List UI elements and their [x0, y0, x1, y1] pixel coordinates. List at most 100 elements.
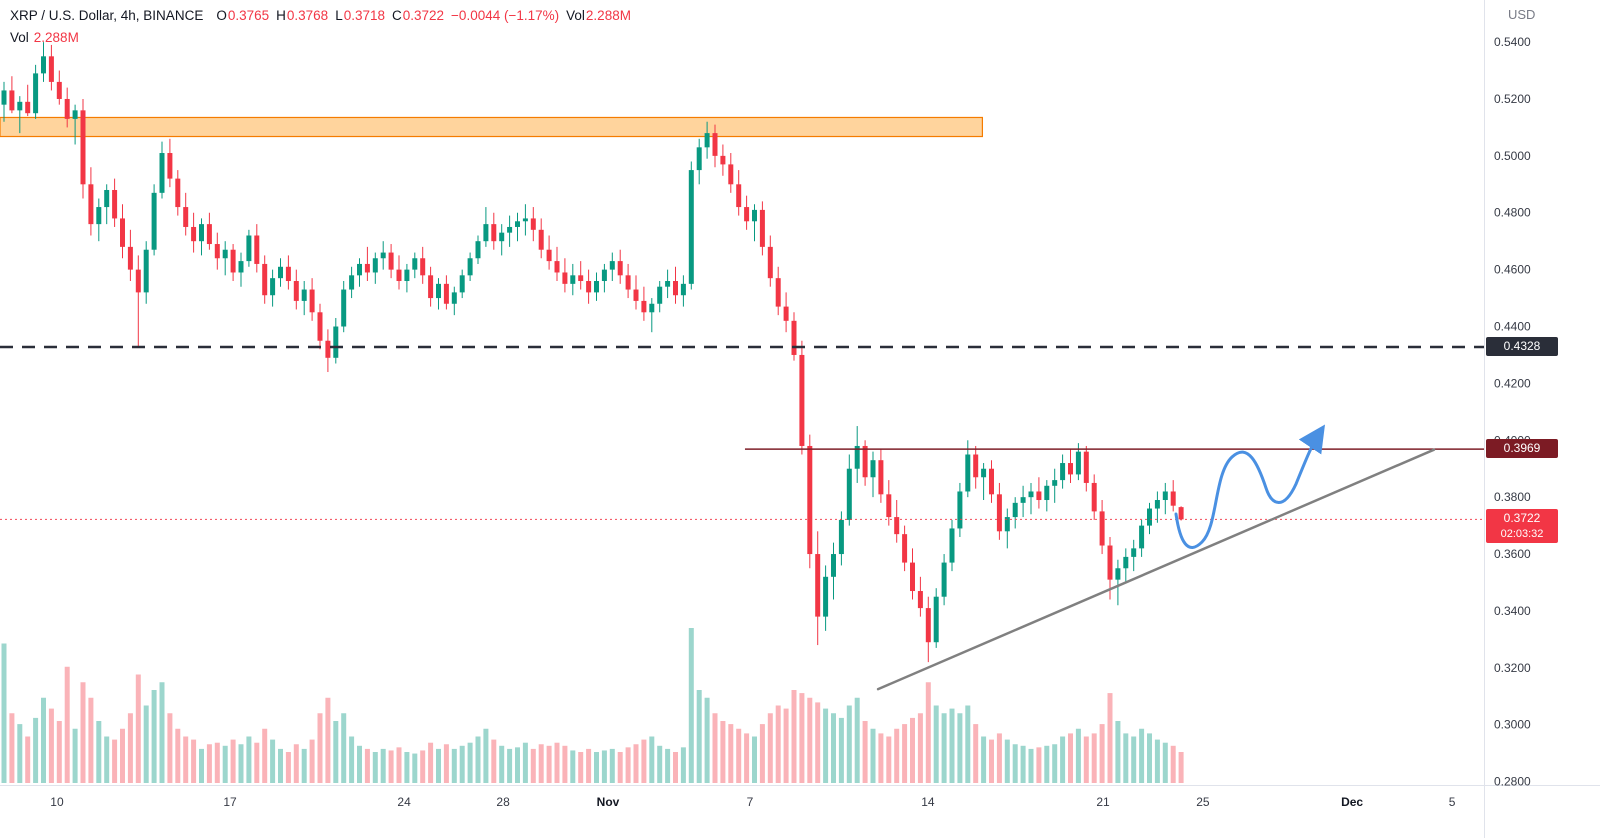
volume-bar: [293, 744, 299, 783]
candle-up: [72, 110, 78, 119]
volume-bar: [143, 705, 149, 783]
supply-zone-rect[interactable]: [0, 116, 984, 138]
volume-bar: [483, 728, 489, 783]
symbol-title[interactable]: XRP / U.S. Dollar, 4h, BINANCE: [10, 8, 204, 23]
candle-down: [815, 554, 821, 617]
candle-up: [1115, 568, 1121, 580]
candle-down: [309, 289, 315, 313]
candle-up: [33, 73, 39, 114]
candle-down: [1170, 491, 1176, 506]
vol-indicator-label[interactable]: Vol: [10, 30, 29, 45]
candle-down: [183, 207, 189, 227]
candle-down: [886, 494, 892, 518]
candle-up: [278, 266, 283, 279]
candle-down: [862, 445, 868, 478]
volume-bar: [1004, 739, 1010, 783]
candle-down: [112, 189, 118, 219]
volume-bar: [206, 744, 212, 783]
volume-bar: [554, 742, 560, 783]
candle-down: [744, 207, 750, 222]
candle-up: [665, 281, 671, 287]
volume-bar: [459, 745, 465, 783]
y-tick-label: 0.5200: [1494, 92, 1531, 106]
price-label-3969-text: 0.3969: [1503, 441, 1541, 456]
volume-bar: [364, 748, 370, 783]
volume-bar: [854, 697, 860, 783]
candle-down: [538, 229, 544, 250]
volume-bar: [48, 708, 54, 783]
x-axis-label: 28: [496, 795, 510, 809]
candle-down: [135, 269, 141, 293]
volume-bar: [609, 748, 615, 783]
candle-down: [578, 275, 584, 282]
volume-bar: [41, 697, 46, 783]
candle-up: [649, 303, 655, 313]
candle-up: [1012, 502, 1018, 518]
volume-bar: [175, 728, 181, 783]
candle-up: [965, 454, 971, 492]
drawings-layer[interactable]: [876, 424, 1436, 691]
volume-bar: [870, 728, 876, 783]
candle-down: [420, 258, 426, 276]
volume-bar: [443, 744, 449, 783]
prediction-arrow[interactable]: [1174, 424, 1325, 549]
candle-down: [973, 454, 979, 478]
x-axis-label: 21: [1096, 795, 1110, 809]
y-tick-label: 0.3200: [1494, 661, 1531, 675]
volume-bar: [183, 736, 189, 783]
candle-up: [1123, 556, 1129, 569]
candle-down: [775, 278, 781, 307]
candle-up: [1131, 548, 1137, 557]
candle-up: [823, 576, 829, 617]
volume-bar: [285, 752, 291, 783]
currency-label[interactable]: USD: [1508, 7, 1536, 22]
volume-bar: [744, 733, 750, 783]
volume-bar: [499, 745, 505, 783]
price-label-3969: 0.3969: [1486, 439, 1558, 459]
volume-bar: [159, 682, 165, 783]
candle-down: [917, 591, 923, 609]
candle-down: [989, 468, 994, 495]
candle-down: [9, 90, 15, 111]
candle-down: [120, 218, 125, 247]
candle-down: [554, 261, 560, 273]
price-label-4328-text: 0.4328: [1503, 338, 1541, 353]
volume-bar: [688, 628, 694, 783]
candle-down: [1107, 545, 1113, 580]
volume-bar: [301, 748, 307, 783]
volume-bar: [357, 745, 362, 783]
volume-bar: [989, 739, 994, 783]
x-axis-label: 10: [50, 795, 64, 809]
candle-up: [499, 232, 505, 242]
y-tick-label: 0.4200: [1494, 376, 1531, 390]
candle-up: [238, 261, 244, 273]
volume-bar: [673, 752, 678, 783]
candle-down: [736, 184, 742, 208]
volume-bar: [665, 748, 671, 783]
trendline[interactable]: [876, 448, 1436, 691]
low-value: 0.3718: [343, 8, 385, 23]
volume-bar: [270, 739, 276, 783]
volume-bar: [522, 742, 528, 783]
volume-bar: [846, 705, 852, 783]
volume-bar: [1139, 728, 1145, 783]
volume-bar: [1170, 745, 1176, 783]
volume-bar: [1012, 744, 1018, 783]
volume-bar: [641, 739, 647, 783]
volume-bar: [1162, 742, 1168, 783]
volume-bar: [1075, 728, 1081, 783]
volume-bar: [546, 745, 552, 783]
volume-bar: [649, 736, 655, 783]
candle-up: [1162, 491, 1168, 501]
y-tick-label: 0.3800: [1494, 490, 1531, 504]
volume-bar: [538, 744, 544, 783]
close-label: C: [392, 8, 402, 23]
candle-up: [483, 224, 489, 242]
candle-up: [522, 218, 528, 222]
open-label: O: [216, 8, 227, 23]
x-axis-label: 24: [397, 795, 411, 809]
volume-bar: [973, 724, 979, 783]
